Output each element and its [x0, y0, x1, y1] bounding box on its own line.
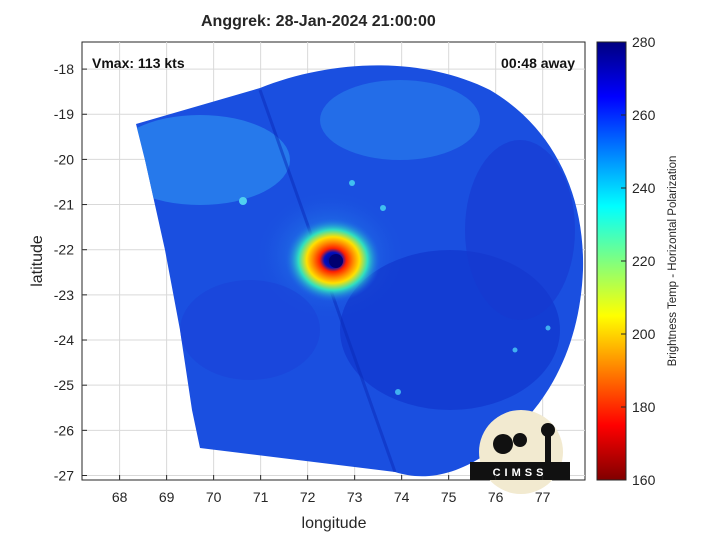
y-tick-label: -23 — [54, 287, 74, 303]
x-tick-label: 73 — [347, 489, 363, 505]
y-tick-label: -22 — [54, 242, 74, 258]
cimss-logo: CIMSS — [470, 410, 570, 494]
y-tick-label: -27 — [54, 467, 74, 483]
vmax-annotation: Vmax: 113 kts — [92, 55, 185, 71]
x-tick-label: 77 — [535, 489, 551, 505]
chart-title: Anggrek: 28-Jan-2024 21:00:00 — [201, 13, 436, 30]
x-tick-label: 72 — [300, 489, 316, 505]
y-tick-label: -21 — [54, 197, 74, 213]
y-axis: -18 -19 -20 -21 -22 -23 -24 -25 -26 -27 — [54, 61, 87, 483]
x-tick-label: 74 — [394, 489, 410, 505]
x-axis: 68 69 70 71 72 73 74 75 76 77 — [112, 475, 551, 505]
y-tick-label: -20 — [54, 151, 74, 167]
x-tick-label: 69 — [159, 489, 175, 505]
x-tick-label: 71 — [253, 489, 269, 505]
satellite-swath-image — [136, 65, 584, 477]
colorbar-tick-label: 160 — [632, 472, 656, 488]
y-axis-label: latitude — [29, 235, 46, 287]
cimss-logo-text: CIMSS — [493, 467, 548, 479]
colorbar-tick-label: 240 — [632, 180, 656, 196]
y-tick-label: -25 — [54, 377, 74, 393]
colorbar-tick-label: 180 — [632, 399, 656, 415]
y-tick-label: -18 — [54, 61, 74, 77]
y-tick-label: -19 — [54, 106, 74, 122]
x-tick-label: 76 — [488, 489, 504, 505]
x-tick-label: 68 — [112, 489, 128, 505]
x-tick-label: 75 — [441, 489, 457, 505]
x-tick-label: 70 — [206, 489, 222, 505]
colorbar-tick-label: 280 — [632, 34, 656, 50]
x-axis-label: longitude — [302, 515, 367, 532]
colorbar-tick-label: 200 — [632, 326, 656, 342]
y-tick-label: -26 — [54, 422, 74, 438]
time-away-annotation: 00:48 away — [501, 55, 575, 71]
colorbar-tick-label: 260 — [632, 107, 656, 123]
colorbar-label: Brightness Temp - Horizontal Polarizatio… — [667, 156, 679, 367]
colorbar-tick-label: 220 — [632, 253, 656, 269]
y-tick-label: -24 — [54, 332, 74, 348]
colorbar-ticks: 280 260 240 220 200 180 160 — [621, 34, 656, 488]
